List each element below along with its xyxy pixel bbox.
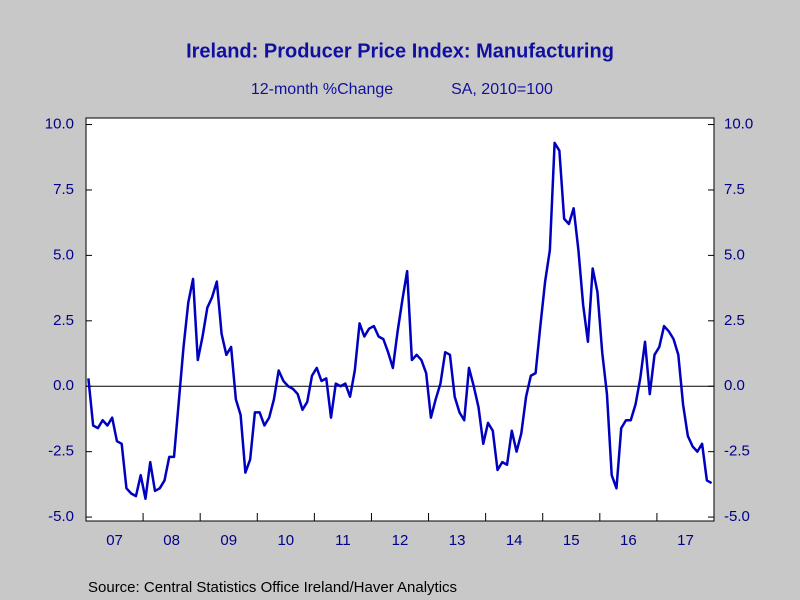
y2-tick-label: 0.0 xyxy=(724,377,745,394)
x-tick-label: 15 xyxy=(563,532,580,549)
x-tick-label: 11 xyxy=(335,532,351,549)
y-tick-label: -2.5 xyxy=(48,443,74,460)
chart-subtitle: 12-month %Change xyxy=(251,81,393,98)
y2-tick-label: -5.0 xyxy=(724,508,750,525)
y-tick-label: 2.5 xyxy=(53,312,74,329)
chart-subtitle: SA, 2010=100 xyxy=(451,81,553,98)
x-tick-label: 13 xyxy=(449,532,466,549)
x-tick-label: 17 xyxy=(677,532,694,549)
y-tick-label: 10.0 xyxy=(45,116,74,133)
y2-tick-label: 10.0 xyxy=(724,116,753,133)
x-tick-label: 07 xyxy=(106,532,123,549)
x-tick-label: 12 xyxy=(392,532,409,549)
y2-tick-label: 7.5 xyxy=(724,181,745,198)
x-tick-label: 08 xyxy=(163,532,180,549)
x-tick-label: 14 xyxy=(506,532,523,549)
x-tick-label: 16 xyxy=(620,532,637,549)
y-tick-label: 7.5 xyxy=(53,181,74,198)
x-tick-label: 09 xyxy=(220,532,237,549)
y-tick-label: -5.0 xyxy=(48,508,74,525)
y2-tick-label: -2.5 xyxy=(724,443,750,460)
y-tick-label: 0.0 xyxy=(53,377,74,394)
chart-title: Ireland: Producer Price Index: Manufactu… xyxy=(186,40,614,62)
y2-tick-label: 2.5 xyxy=(724,312,745,329)
y-tick-label: 5.0 xyxy=(53,246,74,263)
y2-tick-label: 5.0 xyxy=(724,246,745,263)
x-tick-label: 10 xyxy=(277,532,294,549)
series-line xyxy=(87,141,713,501)
source-note: Source: Central Statistics Office Irelan… xyxy=(88,579,457,596)
